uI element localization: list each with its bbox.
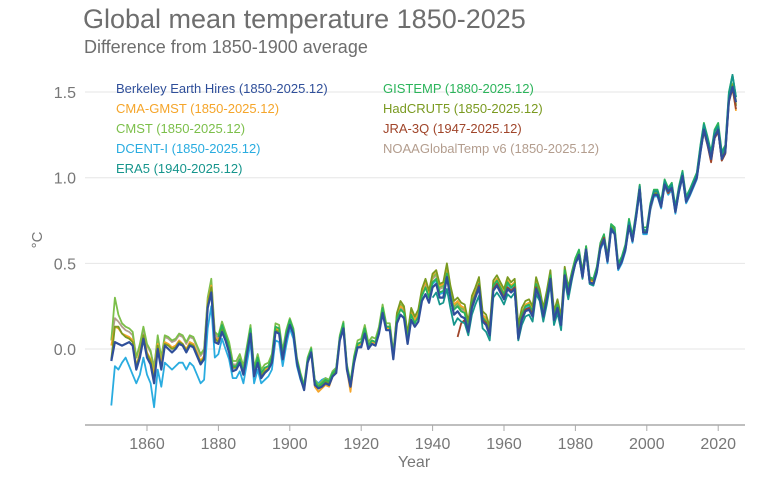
legend-item: Berkeley Earth Hires (1850-2025.12) [116,81,328,96]
legend-item: ERA5 (1940-2025.12) [116,161,243,176]
x-tick-label: 1940 [415,436,451,453]
x-tick-label: 1860 [129,436,165,453]
x-tick-label: 1900 [272,436,308,453]
x-tick-label: 1960 [486,436,522,453]
series-line-0 [110,85,738,392]
x-tick-label: 1980 [558,436,594,453]
legend-item: CMST (1850-2025.12) [116,121,246,136]
y-tick-label: 0.0 [54,342,76,359]
y-axis-label: °C [29,231,46,248]
y-tick-label: 0.5 [54,256,76,273]
x-tick-label: 1880 [201,436,237,453]
y-tick-label: 1.5 [54,85,76,102]
chart-title: Global mean temperature 1850-2025 [83,4,526,34]
x-tick-label: 2000 [629,436,665,453]
x-tick-label: 1920 [343,436,379,453]
legend-item: DCENT-I (1850-2025.12) [116,141,261,156]
x-tick-label: 2020 [700,436,736,453]
legend-item: JRA-3Q (1947-2025.12) [383,121,522,136]
legend-item: CMA-GMST (1850-2025.12) [116,101,280,116]
x-axis-label: Year [398,454,431,471]
y-tick-label: 1.0 [54,171,76,188]
legend-item: GISTEMP (1880-2025.12) [383,81,534,96]
legend-item: NOAAGlobalTemp v6 (1850-2025.12) [383,141,600,156]
legend-item: HadCRUT5 (1850-2025.12) [383,101,543,116]
chart-subtitle: Difference from 1850-1900 average [84,37,368,57]
